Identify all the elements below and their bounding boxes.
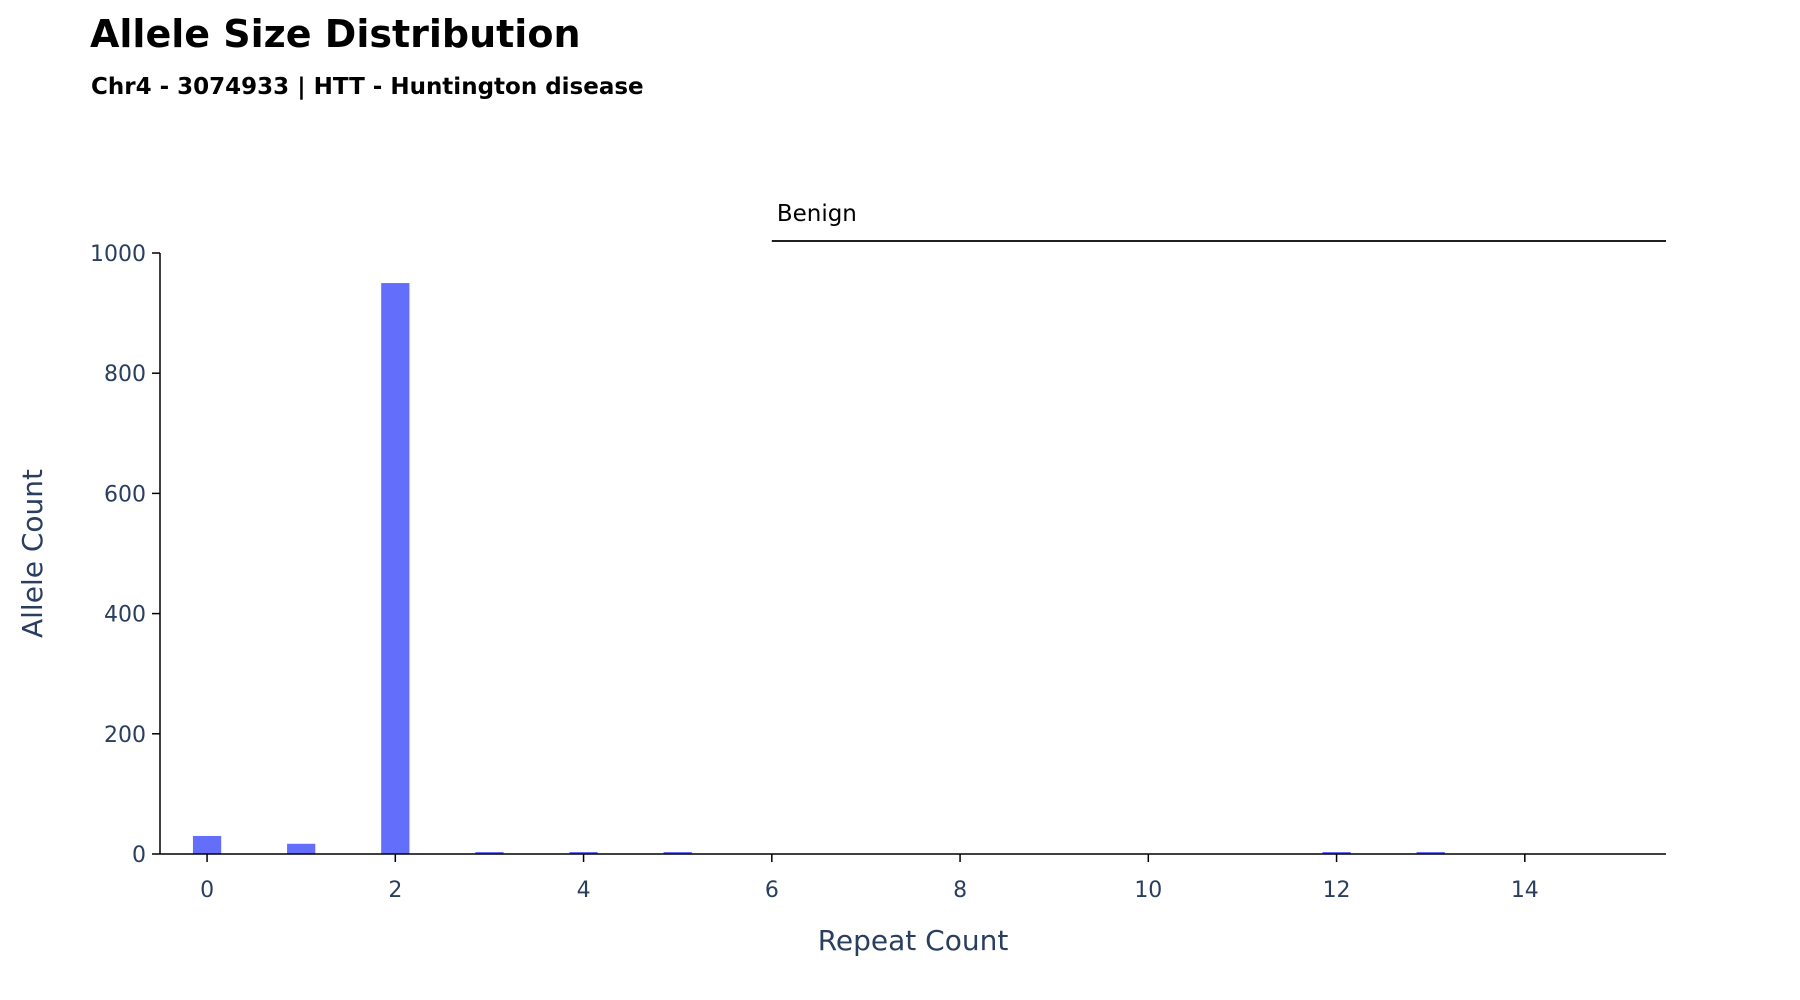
bar-2 [381,283,410,854]
x-tick-label: 2 [388,878,402,903]
y-tick-label: 1000 [90,242,146,267]
y-tick-label: 600 [104,482,146,507]
bar-0 [192,835,222,854]
chart-title: Allele Size Distribution [90,12,581,56]
axes-layer: 0 2 4 6 8 10 12 14 0 200 400 600 800 1000 [90,242,1666,903]
bar-13 [1416,852,1445,854]
bar-4 [569,852,598,854]
annotation-layer: Benign [771,201,1666,242]
bar-5 [663,852,692,854]
x-tick-label: 14 [1511,878,1539,903]
bar-1 [287,843,316,854]
x-tick-label: 0 [200,878,214,903]
chart-subtitle: Chr4 - 3074933 | HTT - Huntington diseas… [91,74,644,100]
x-tick-label: 10 [1134,878,1162,903]
x-tick-label: 12 [1323,878,1351,903]
benign-range-label: Benign [777,201,857,227]
y-tick-label: 400 [104,603,146,628]
x-tick-label: 8 [953,878,967,903]
y-tick-label: 800 [104,362,146,387]
x-axis-title: Repeat Count [818,924,1009,957]
bar-12 [1322,852,1351,854]
x-tick-label: 4 [577,878,591,903]
y-tick-label: 0 [132,843,146,868]
bars-layer [192,283,1445,854]
x-tick-label: 6 [765,878,779,903]
bar-3 [475,852,504,854]
y-tick-label: 200 [104,723,146,748]
y-axis-title: Allele Count [16,469,49,638]
